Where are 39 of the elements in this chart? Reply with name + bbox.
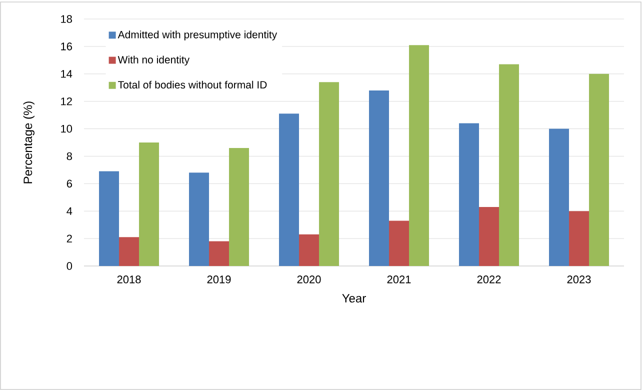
bar: [279, 114, 300, 266]
x-axis-title: Year: [342, 294, 366, 303]
bar: [498, 64, 519, 266]
y-tick-label: 14: [61, 70, 72, 78]
x-tick-label: 2021: [387, 276, 411, 284]
bar: [588, 74, 609, 266]
bar: [189, 172, 210, 266]
bar: [478, 206, 499, 266]
x-tick-label: 2022: [477, 276, 501, 284]
x-tick-label: 2023: [567, 276, 591, 284]
bar: [389, 220, 409, 266]
y-tick-label: 12: [61, 97, 72, 106]
y-tick-label: 10: [61, 124, 72, 133]
bar: [119, 237, 140, 266]
y-tick-label: 18: [61, 15, 72, 23]
y-tick-label: 6: [66, 180, 72, 188]
bar: [549, 128, 569, 266]
y-tick-label: 4: [66, 207, 72, 215]
y-tick-label: 16: [61, 42, 72, 50]
bar: [459, 123, 479, 266]
bar: [319, 82, 339, 266]
bar: [299, 234, 319, 266]
bar: [229, 148, 250, 266]
bar: [139, 142, 160, 266]
legend-label: Admitted with presumptive identity: [118, 30, 278, 40]
bar: [209, 241, 230, 266]
x-tick-label: 2020: [297, 276, 321, 284]
legend-label: Total of bodies without formal ID: [118, 80, 267, 89]
bar: [568, 211, 589, 266]
y-tick-label: 0: [66, 262, 72, 270]
y-tick-label: 2: [66, 234, 72, 242]
bar: [409, 45, 429, 266]
y-tick-label: 8: [66, 152, 72, 160]
bar: [99, 171, 120, 266]
x-tick-label: 2018: [117, 276, 141, 284]
legend-label: With no identity: [118, 56, 190, 66]
x-tick-label: 2019: [207, 276, 231, 284]
y-axis-title: Percentage (%): [23, 102, 34, 184]
bar: [369, 90, 389, 266]
